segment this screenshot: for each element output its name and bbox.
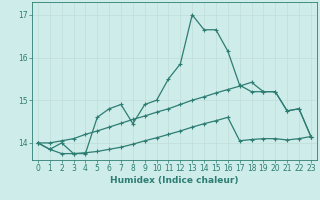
- X-axis label: Humidex (Indice chaleur): Humidex (Indice chaleur): [110, 176, 239, 185]
